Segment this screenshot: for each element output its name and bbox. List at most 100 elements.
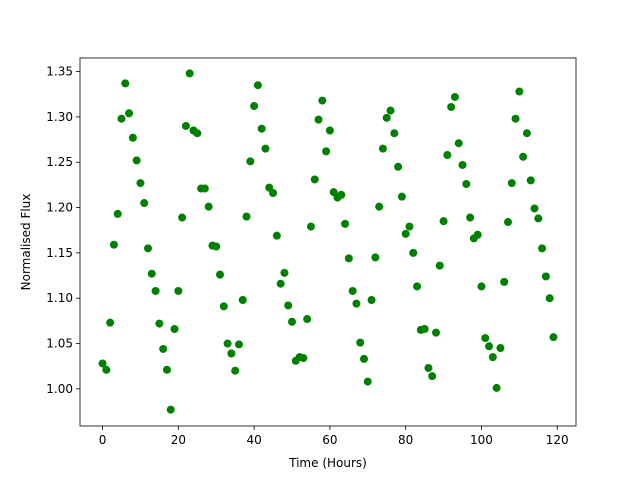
data-point (106, 318, 115, 327)
data-point (500, 277, 509, 286)
data-point (257, 124, 266, 133)
data-point (435, 261, 444, 270)
y-tick-label: 1.30 (46, 110, 73, 124)
data-point (174, 286, 183, 295)
x-tick-label: 100 (470, 433, 493, 447)
y-tick-label: 1.35 (46, 65, 73, 79)
data-point (375, 202, 384, 211)
data-point (314, 115, 323, 124)
data-point (424, 363, 433, 372)
data-point (485, 342, 494, 351)
data-point (231, 366, 240, 375)
data-point (178, 213, 187, 222)
data-point (447, 102, 456, 111)
data-point (386, 106, 395, 115)
data-point (242, 212, 251, 221)
data-point (170, 325, 179, 334)
plot-frame (79, 57, 577, 427)
data-point (102, 365, 111, 374)
data-point (405, 222, 414, 231)
data-point (473, 230, 482, 239)
data-point (390, 129, 399, 138)
data-point (481, 334, 490, 343)
data-point (367, 296, 376, 305)
data-point (522, 129, 531, 138)
data-point (397, 192, 406, 201)
data-point (121, 79, 130, 88)
data-point (227, 349, 236, 358)
x-tick-label: 40 (246, 433, 261, 447)
data-point (382, 113, 391, 122)
data-point (371, 253, 380, 262)
data-point (534, 214, 543, 223)
data-point (193, 129, 202, 138)
data-point (151, 286, 160, 295)
data-point (117, 114, 126, 123)
data-point (200, 184, 209, 193)
data-point (359, 354, 368, 363)
data-point (496, 344, 505, 353)
data-point (109, 240, 118, 249)
x-tick-label: 60 (322, 433, 337, 447)
data-point (212, 242, 221, 251)
data-point (538, 244, 547, 253)
data-point (356, 338, 365, 347)
data-point (276, 279, 285, 288)
data-point (299, 354, 308, 363)
data-point (409, 248, 418, 257)
data-point (348, 286, 357, 295)
x-tick-label: 0 (99, 433, 107, 447)
data-point (318, 96, 327, 105)
x-tick-label: 120 (546, 433, 569, 447)
data-point (541, 272, 550, 281)
data-point (132, 156, 141, 165)
x-tick-label: 80 (398, 433, 413, 447)
data-point (515, 87, 524, 96)
data-point (125, 109, 134, 118)
data-point (216, 270, 225, 279)
data-point (238, 296, 247, 305)
data-point (549, 333, 558, 342)
y-tick-label: 1.00 (46, 382, 73, 396)
data-point (507, 179, 516, 188)
data-point (284, 301, 293, 310)
data-point (466, 213, 475, 222)
data-point (155, 319, 164, 328)
y-tick-label: 1.15 (46, 246, 73, 260)
data-point (344, 254, 353, 263)
data-point (322, 147, 331, 156)
data-point (303, 315, 312, 324)
data-point (352, 299, 361, 308)
data-point (462, 179, 471, 188)
data-point (545, 294, 554, 303)
data-point (181, 121, 190, 130)
data-point (310, 175, 319, 184)
data-point (113, 209, 122, 218)
x-axis-label: Time (Hours) (288, 456, 367, 470)
data-point (223, 339, 232, 348)
data-point (306, 222, 315, 231)
data-point (234, 340, 243, 349)
data-point (363, 377, 372, 386)
data-point (450, 92, 459, 101)
data-point (136, 179, 145, 188)
data-point (530, 204, 539, 213)
data-point (128, 133, 137, 142)
data-point (511, 114, 520, 123)
data-point (288, 317, 297, 326)
y-tick-label: 1.20 (46, 201, 73, 215)
data-point (159, 344, 168, 353)
data-point (401, 229, 410, 238)
data-point (519, 152, 528, 161)
data-point (439, 217, 448, 226)
data-point (503, 218, 512, 227)
data-point (250, 102, 259, 111)
data-point (98, 359, 107, 368)
data-point (204, 202, 213, 211)
data-point (269, 189, 278, 198)
data-point (443, 150, 452, 159)
data-point (261, 144, 270, 153)
data-point (378, 144, 387, 153)
data-point (219, 302, 228, 311)
